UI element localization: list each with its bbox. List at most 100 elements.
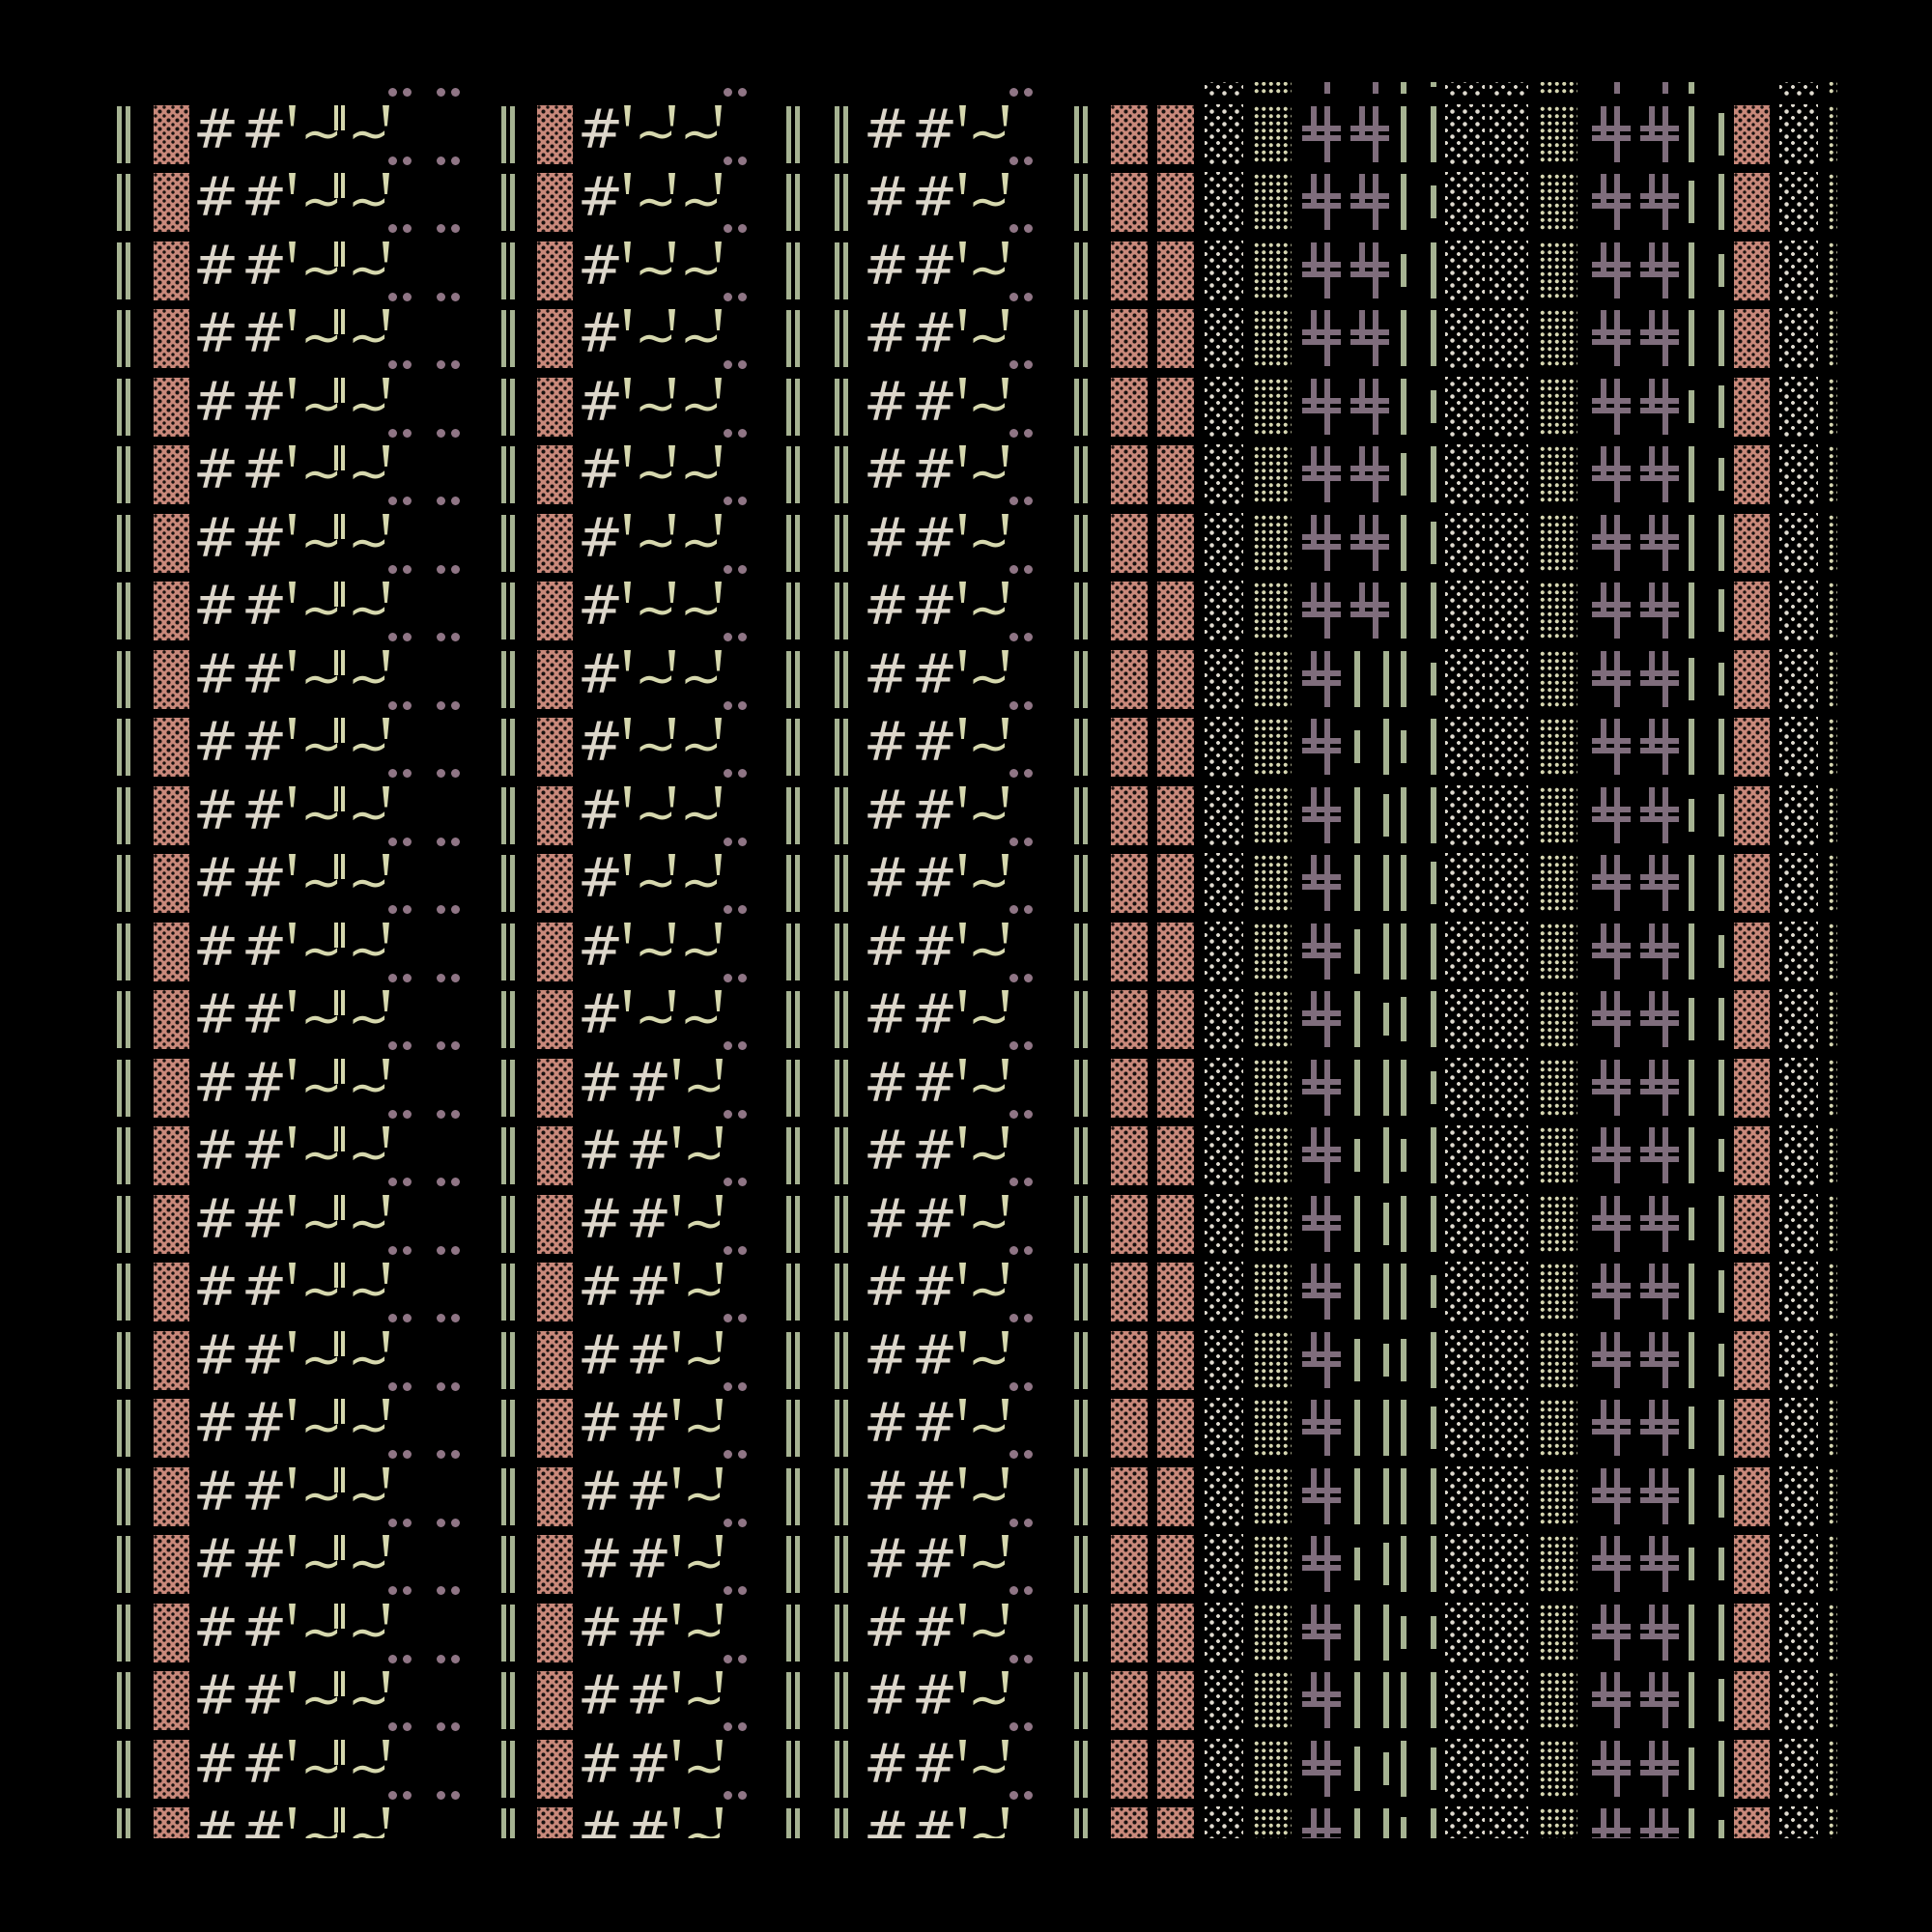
hash-glyph: #	[578, 1664, 623, 1727]
dense-dot-square	[1252, 1465, 1292, 1526]
dense-dot-square	[1827, 444, 1837, 504]
mauve-dot-pair	[1009, 1381, 1033, 1391]
green-dash	[1383, 1343, 1389, 1377]
mauve-dot-pair	[1009, 156, 1033, 165]
mauve-cross-glyph	[1302, 1467, 1341, 1524]
sparse-dot-square	[1445, 82, 1485, 96]
green-double-bar	[786, 1740, 800, 1798]
mauve-dot-pair	[724, 428, 747, 438]
pink-weave-square	[537, 1671, 573, 1730]
green-double-bar	[501, 1264, 515, 1321]
dense-dot-square	[1252, 1670, 1292, 1730]
tick-mark	[624, 241, 631, 263]
green-dash	[1354, 1139, 1360, 1172]
mauve-dot-pair	[388, 224, 412, 233]
dense-dot-square	[1252, 989, 1292, 1049]
dense-dot-square	[1827, 1193, 1837, 1254]
hash-glyph: #	[864, 1732, 909, 1796]
green-dash	[1401, 453, 1406, 496]
green-dash	[1719, 253, 1724, 287]
tick-mark	[383, 582, 389, 603]
green-dash	[1354, 991, 1360, 1047]
dense-dot-square	[1827, 989, 1837, 1049]
dense-dot-square	[1252, 853, 1292, 913]
green-dash	[1401, 174, 1406, 230]
pink-weave-square	[537, 1807, 573, 1838]
tick-mark	[383, 649, 389, 671]
green-double-bar	[117, 786, 130, 844]
mauve-dot-pair	[1009, 1586, 1033, 1595]
hash-glyph: #	[912, 1460, 957, 1523]
mauve-dot-pair	[437, 633, 460, 641]
pink-weave-square	[1734, 718, 1770, 777]
tick-mark	[1002, 377, 1009, 399]
tilde-glyph: ~	[348, 241, 390, 299]
mauve-cross-glyph	[1302, 991, 1341, 1047]
sparse-dot-square	[1490, 1602, 1528, 1662]
dense-dot-square	[1252, 784, 1292, 845]
dense-dot-square	[1252, 82, 1292, 96]
tick-mark	[289, 1263, 296, 1284]
hash-glyph: #	[193, 370, 239, 434]
pink-weave-square	[1111, 718, 1148, 777]
pink-weave-square	[1734, 990, 1770, 1049]
hash-glyph: #	[578, 1256, 623, 1319]
mauve-dot-pair	[724, 1450, 747, 1459]
hash-glyph: #	[864, 439, 909, 501]
dense-dot-square	[1827, 82, 1837, 96]
pink-weave-square	[1111, 1807, 1148, 1838]
tick-mark	[1002, 785, 1009, 808]
tick-mark	[1002, 309, 1009, 330]
pink-weave-square	[537, 1058, 573, 1118]
tick-mark	[673, 1263, 680, 1284]
dense-dot-square	[1252, 376, 1292, 437]
green-double-bar	[1074, 378, 1088, 436]
dense-dot-square	[1827, 1738, 1837, 1799]
mauve-dot-pair	[437, 1518, 460, 1527]
tick-mark	[289, 1671, 296, 1692]
pink-weave-square	[1111, 785, 1148, 845]
green-double-bar	[117, 1740, 130, 1798]
pink-weave-square	[154, 241, 189, 300]
pink-weave-square	[1734, 1466, 1770, 1526]
mauve-cross-glyph	[1640, 1264, 1679, 1320]
pink-weave-square	[1157, 1126, 1194, 1185]
green-dash	[1354, 1195, 1360, 1252]
green-double-bar	[835, 1467, 848, 1525]
green-dash	[1431, 310, 1436, 366]
hash-glyph: #	[578, 1732, 623, 1796]
tick-mark	[959, 1535, 966, 1556]
green-double-bar	[835, 1740, 848, 1798]
mauve-dot-pair	[1009, 1450, 1033, 1459]
green-dash	[1719, 458, 1724, 491]
pink-weave-square	[1734, 1807, 1770, 1838]
hash-glyph: #	[912, 1392, 957, 1455]
sparse-dot-square	[1205, 1262, 1243, 1321]
hash-glyph: #	[864, 1664, 909, 1727]
double-tick-mark	[334, 922, 345, 948]
green-dash	[1431, 1331, 1436, 1388]
sparse-dot-square	[1205, 1465, 1243, 1526]
dense-dot-square	[1538, 1465, 1577, 1526]
hash-glyph: #	[912, 575, 957, 638]
green-dash	[1401, 1467, 1406, 1524]
tick-mark	[715, 173, 722, 194]
dense-dot-square	[1827, 1057, 1837, 1118]
green-double-bar	[501, 446, 515, 503]
green-dash	[1401, 1195, 1406, 1252]
pink-weave-square	[1734, 513, 1770, 573]
tick-mark	[668, 785, 675, 808]
tilde-glyph: ~	[348, 1739, 390, 1798]
tick-mark	[959, 513, 966, 535]
green-dash	[1401, 82, 1406, 94]
mauve-dot-pair	[1009, 1109, 1033, 1119]
green-double-bar	[835, 991, 848, 1048]
pink-weave-square	[1111, 173, 1148, 232]
tick-mark	[1002, 173, 1009, 194]
hash-glyph: #	[193, 575, 239, 638]
hash-glyph: #	[864, 302, 909, 365]
mauve-dot-pair	[437, 360, 460, 369]
green-dash	[1383, 855, 1389, 911]
green-dash	[1431, 1406, 1436, 1449]
hash-glyph: #	[578, 983, 623, 1046]
